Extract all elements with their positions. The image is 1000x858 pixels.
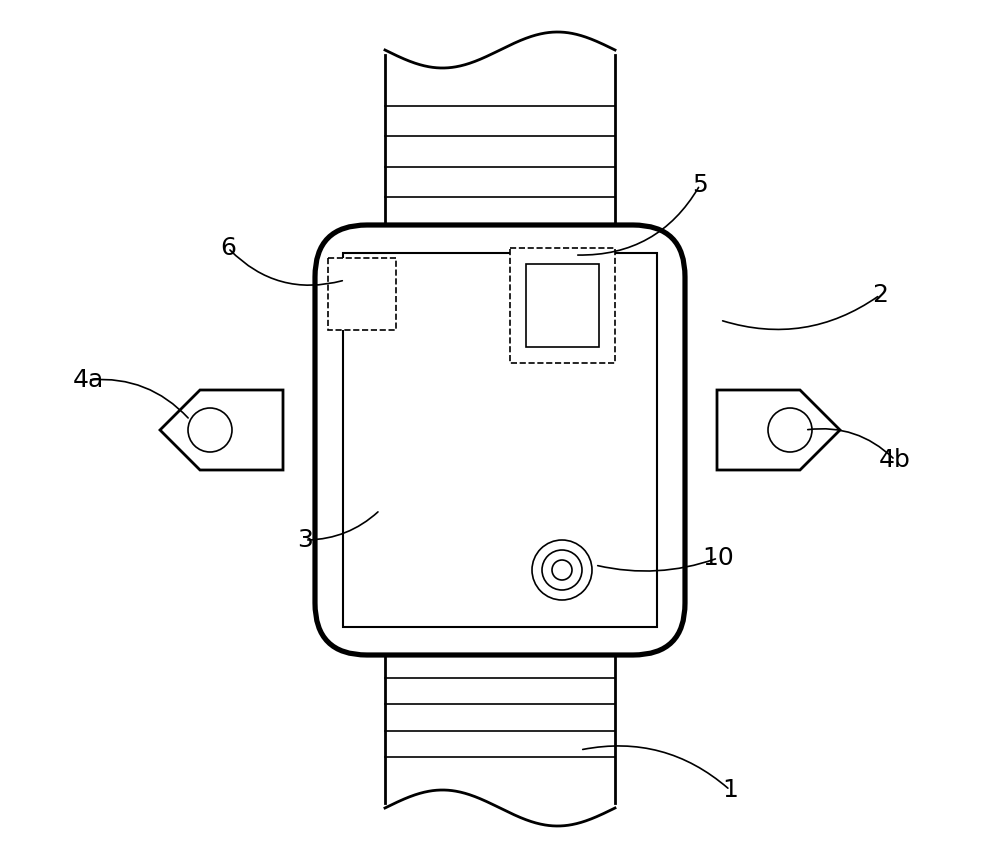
- Circle shape: [188, 408, 232, 452]
- FancyBboxPatch shape: [315, 225, 685, 655]
- Text: 5: 5: [692, 173, 708, 197]
- Circle shape: [768, 408, 812, 452]
- Text: 10: 10: [702, 546, 734, 570]
- Polygon shape: [160, 390, 283, 470]
- Bar: [526, 264, 599, 347]
- Text: 3: 3: [297, 528, 313, 552]
- Text: 4b: 4b: [879, 448, 911, 472]
- Text: 2: 2: [872, 283, 888, 307]
- Polygon shape: [717, 390, 840, 470]
- Bar: [510, 248, 615, 363]
- Text: 6: 6: [220, 236, 236, 260]
- Bar: [328, 258, 396, 330]
- Text: 1: 1: [722, 778, 738, 802]
- Text: 4a: 4a: [72, 368, 104, 392]
- Bar: [343, 253, 657, 627]
